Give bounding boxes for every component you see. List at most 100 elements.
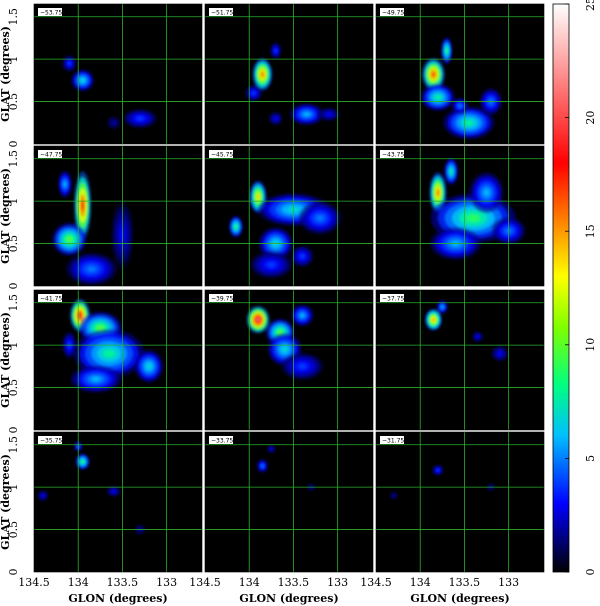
emission-blob	[270, 448, 273, 450]
emission-layer	[52, 170, 134, 286]
velocity-label-box	[38, 436, 62, 444]
panel-background	[376, 432, 544, 572]
emission-blob	[256, 194, 260, 200]
panel-frame	[33, 145, 203, 287]
emission-blob	[298, 364, 306, 369]
colorbar: 0 5 10 15 20 25	[552, 0, 597, 576]
velocity-label-box	[380, 294, 404, 302]
channel-panel: −47.75	[33, 145, 203, 287]
panel-background	[34, 432, 202, 572]
velocity-label-box	[38, 294, 62, 302]
panel-frame	[204, 145, 374, 287]
emission-blob	[316, 215, 324, 221]
x-tick-label: 134.5	[360, 576, 392, 589]
panel-frame	[204, 289, 374, 431]
x-tick-label: 134	[68, 576, 89, 589]
emission-blob	[445, 48, 448, 53]
channel-panel: −51.75	[204, 3, 374, 145]
velocity-label-box	[380, 8, 404, 16]
y-tick-label: 1	[7, 56, 20, 63]
y-tick-label: 0.5	[7, 93, 20, 111]
y-tick-label: 0	[7, 569, 20, 576]
panel-background	[205, 4, 373, 144]
x-tick-label: 133.5	[449, 576, 481, 589]
emission-layer	[245, 42, 341, 126]
channel-panel: −39.75	[204, 289, 374, 431]
emission-blob	[267, 262, 275, 268]
emission-blob	[80, 78, 85, 83]
x-tick-label: 134.5	[189, 576, 221, 589]
panel-frame	[33, 289, 203, 431]
emission-blob	[81, 460, 84, 464]
x-axis-label: GLON (degrees)	[68, 592, 167, 605]
emission-blob	[303, 112, 310, 117]
colorbar-frame	[552, 3, 570, 573]
y-tick-label: 0.5	[7, 521, 20, 539]
emission-blob	[449, 169, 453, 174]
x-tick-label: 134	[239, 576, 260, 589]
velocity-label: −31.75	[382, 438, 404, 445]
channel-panel: −53.75	[33, 3, 203, 145]
y-tick-label: 1	[7, 484, 20, 491]
y-tick-label: 0.5	[7, 235, 20, 253]
velocity-label: −51.75	[211, 10, 233, 17]
colorbar-tick-label: 20	[584, 111, 597, 125]
emission-blob	[435, 95, 441, 100]
x-tick-label: 133	[498, 576, 519, 589]
x-tick-label: 133	[327, 576, 348, 589]
velocity-label-box	[209, 150, 233, 158]
emission-blob	[436, 189, 440, 197]
y-tick-label: 1.5	[7, 150, 20, 168]
y-tick-label: 0	[7, 141, 20, 148]
x-tick-label: 134.5	[18, 576, 50, 589]
velocity-label: −39.75	[211, 296, 233, 303]
emission-blob	[78, 312, 82, 319]
x-axis-label: GLON (degrees)	[239, 592, 338, 605]
y-axis-label: GLAT (degrees)	[0, 454, 12, 550]
emission-blob	[103, 349, 116, 358]
y-tick-label: 1.5	[7, 8, 20, 26]
channel-panel: −37.75	[375, 289, 545, 431]
panel-frame	[33, 431, 203, 573]
channel-panel: −31.75	[375, 431, 545, 573]
velocity-label: −47.75	[40, 152, 62, 159]
emission-layer	[389, 464, 496, 500]
channel-panel: −49.75	[375, 3, 545, 145]
velocity-label-box	[38, 8, 62, 16]
emission-blob	[96, 325, 104, 331]
colorbar-tick-label: 15	[584, 224, 597, 238]
emission-blob	[112, 121, 115, 124]
x-tick-label: 133.5	[278, 576, 310, 589]
velocity-label: −49.75	[382, 10, 404, 17]
emission-blob	[68, 62, 71, 65]
panel-frame	[204, 431, 374, 573]
channel-panel: −45.75	[204, 145, 374, 287]
emission-blob	[91, 376, 101, 382]
emission-blob	[436, 469, 439, 472]
velocity-label-box	[209, 8, 233, 16]
emission-blob	[274, 49, 277, 53]
y-tick-label: 1.5	[7, 294, 20, 312]
colorbar-tick-label: 10	[584, 338, 597, 352]
colorbar-tick-label: 5	[584, 455, 597, 462]
y-axis-label: GLAT (degrees)	[0, 26, 12, 122]
y-tick-label: 1	[7, 342, 20, 349]
emission-blob	[274, 117, 277, 120]
x-tick-label: 133.5	[107, 576, 139, 589]
panel-frame	[375, 431, 545, 573]
y-axis-label: GLAT (degrees)	[0, 312, 12, 408]
y-tick-label: 0	[7, 283, 20, 290]
emission-layer	[62, 299, 164, 393]
emission-blob	[66, 236, 73, 243]
emission-blob	[112, 490, 115, 493]
panel-frame	[375, 3, 545, 145]
velocity-label: −41.75	[40, 296, 62, 303]
panel-frame	[33, 3, 203, 145]
emission-blob	[432, 317, 435, 322]
emission-blob	[464, 120, 474, 126]
channel-panel: −43.75	[375, 145, 545, 287]
emission-blob	[300, 254, 305, 259]
velocity-label: −53.75	[40, 10, 62, 17]
y-tick-label: 1.5	[7, 436, 20, 454]
velocity-label: −43.75	[382, 152, 404, 159]
